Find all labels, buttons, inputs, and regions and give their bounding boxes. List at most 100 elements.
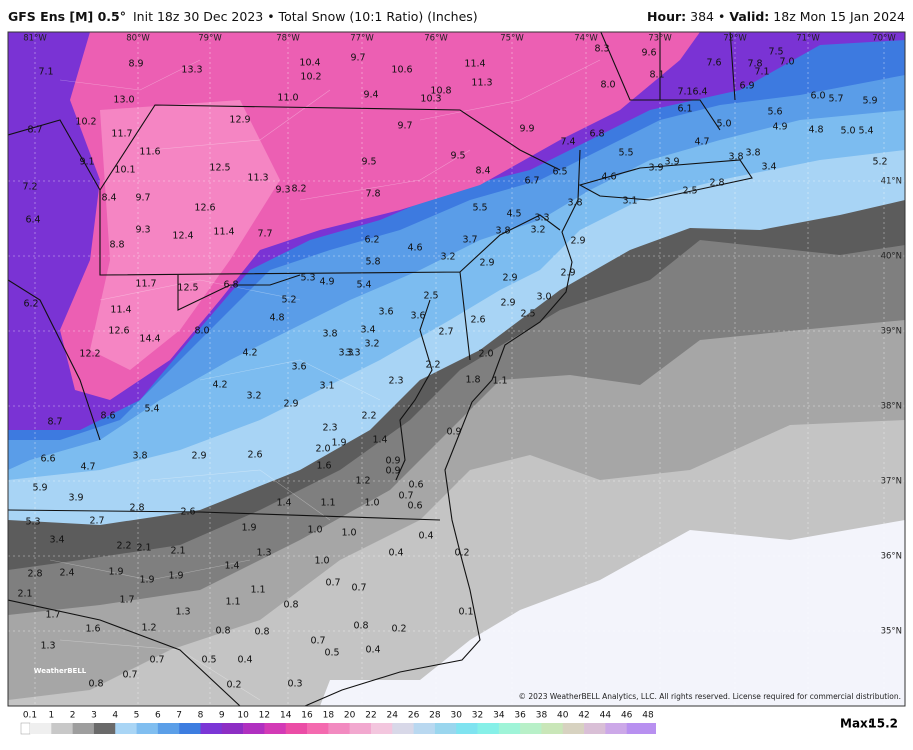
snow-total: 10.4 bbox=[299, 58, 320, 69]
snow-total: 3.8 bbox=[745, 148, 760, 159]
snow-total: 7.7 bbox=[257, 229, 272, 240]
snow-total: 11.4 bbox=[110, 305, 131, 316]
snow-total: 1.1 bbox=[320, 498, 335, 509]
snow-total: 1.8 bbox=[465, 375, 480, 386]
longitude-label: 77°W bbox=[350, 34, 374, 44]
legend-swatch bbox=[72, 723, 95, 734]
snow-total: 1.3 bbox=[175, 607, 190, 618]
snow-total: 1.4 bbox=[276, 498, 291, 509]
snow-total: 3.4 bbox=[49, 535, 64, 546]
snow-total: 3.1 bbox=[622, 196, 637, 207]
snow-total: 8.4 bbox=[475, 166, 490, 177]
snow-total: 9.5 bbox=[450, 151, 465, 162]
snow-total: 0.6 bbox=[408, 480, 423, 491]
longitude-label: 81°W bbox=[23, 34, 47, 44]
snow-total: 12.5 bbox=[177, 283, 198, 294]
snow-total: 2.2 bbox=[425, 360, 440, 371]
snow-total: 10.8 bbox=[430, 86, 451, 97]
legend-swatch bbox=[328, 723, 350, 734]
snow-total: 3.7 bbox=[462, 235, 477, 246]
valid-label: Valid: bbox=[729, 9, 769, 24]
snow-total: 8.3 bbox=[594, 44, 609, 55]
legend-label: 32 bbox=[472, 711, 483, 721]
snow-total: 8.0 bbox=[194, 326, 209, 337]
legend-swatch bbox=[520, 723, 542, 734]
snow-total: 0.7 bbox=[351, 583, 366, 594]
snow-total: 4.7 bbox=[694, 137, 709, 148]
snow-total: 2.6 bbox=[470, 315, 485, 326]
snow-total: 4.2 bbox=[242, 348, 257, 359]
longitude-label: 80°W bbox=[126, 34, 150, 44]
longitude-label: 73°W bbox=[648, 34, 672, 44]
snow-total: 10.1 bbox=[114, 165, 135, 176]
snow-total: 6.4 bbox=[692, 87, 707, 98]
snow-total: 5.5 bbox=[472, 203, 487, 214]
snow-total: 5.4 bbox=[356, 280, 371, 291]
snow-total: 3.9 bbox=[664, 157, 679, 168]
snow-total: 0.7 bbox=[310, 636, 325, 647]
snow-total: 2.1 bbox=[170, 546, 185, 557]
snow-total: 1.0 bbox=[364, 498, 379, 509]
snow-total: 0.7 bbox=[149, 655, 164, 666]
snow-total: 11.7 bbox=[135, 279, 156, 290]
legend-label: 14 bbox=[280, 711, 292, 721]
longitude-label: 78°W bbox=[276, 34, 300, 44]
snow-total: 10.2 bbox=[300, 72, 321, 83]
snow-total: 5.7 bbox=[828, 94, 843, 105]
snow-total: 7.2 bbox=[22, 182, 37, 193]
legend-label: 1 bbox=[48, 711, 54, 721]
snow-total: 6.4 bbox=[25, 215, 40, 226]
snow-total: 2.1 bbox=[17, 589, 32, 600]
snow-total: 2.1 bbox=[136, 543, 151, 554]
legend-label: 38 bbox=[536, 711, 548, 721]
longitude-label: 72°W bbox=[723, 34, 747, 44]
snow-total: 1.4 bbox=[372, 435, 387, 446]
snow-total: 0.1 bbox=[458, 607, 473, 618]
snow-total: 6.2 bbox=[23, 299, 38, 310]
snow-total: 5.9 bbox=[862, 96, 877, 107]
snow-total: 3.8 bbox=[495, 226, 510, 237]
legend-swatch bbox=[30, 723, 52, 734]
legend-swatch bbox=[221, 723, 244, 734]
legend-label: 7 bbox=[176, 711, 182, 721]
latitude-label: 39°N bbox=[881, 327, 902, 337]
snow-total: 1.3 bbox=[40, 641, 55, 652]
snow-total: 1.2 bbox=[141, 623, 156, 634]
snow-total: 9.5 bbox=[361, 157, 376, 168]
snow-total: 3.4 bbox=[360, 325, 375, 336]
legend-label: 2 bbox=[70, 711, 76, 721]
snow-total: 2.7 bbox=[89, 516, 104, 527]
snow-total: 9.3 bbox=[275, 185, 290, 196]
snow-total: 0.8 bbox=[353, 621, 368, 632]
snow-total: 3.8 bbox=[132, 451, 147, 462]
snow-total: 0.8 bbox=[215, 626, 230, 637]
snow-total: 2.6 bbox=[180, 507, 195, 518]
snow-total: 10.2 bbox=[75, 117, 96, 128]
legend-swatch bbox=[370, 723, 393, 734]
snow-total: 8.7 bbox=[47, 417, 62, 428]
snow-total: 11.3 bbox=[247, 173, 268, 184]
snow-total: 9.4 bbox=[363, 90, 378, 101]
snow-total: 9.7 bbox=[135, 193, 150, 204]
snow-total: 2.5 bbox=[682, 186, 697, 197]
snow-total: 4.5 bbox=[506, 209, 521, 220]
snow-total: 8.7 bbox=[27, 125, 42, 136]
snow-total: 10.3 bbox=[420, 94, 441, 105]
legend-label: 3 bbox=[91, 711, 97, 721]
snow-total: 12.4 bbox=[172, 231, 193, 242]
snow-total: 6.0 bbox=[810, 91, 825, 102]
snow-total: 2.5 bbox=[423, 291, 438, 302]
legend-label: 20 bbox=[344, 711, 356, 721]
legend-label: 5 bbox=[134, 711, 140, 721]
snow-total: 2.6 bbox=[247, 450, 262, 461]
snow-total: 13.0 bbox=[113, 95, 134, 106]
snow-total: 7.0 bbox=[779, 57, 794, 68]
snow-total: 0.2 bbox=[226, 680, 241, 691]
snow-total: 5.9 bbox=[32, 483, 47, 494]
snow-total: 6.8 bbox=[223, 280, 238, 291]
legend-label: 0.1 bbox=[23, 711, 37, 721]
longitude-label: 71°W bbox=[796, 34, 820, 44]
shade bbox=[90, 100, 280, 370]
snow-total: 11.4 bbox=[213, 227, 234, 238]
snow-total: 1.4 bbox=[224, 561, 239, 572]
